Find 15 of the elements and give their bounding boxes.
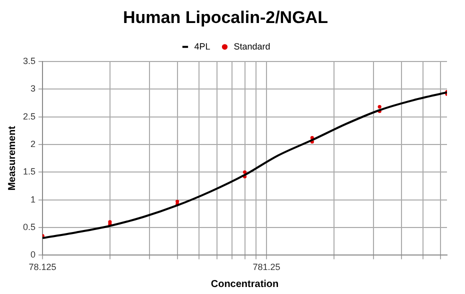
y-axis-title: Measurement bbox=[6, 125, 18, 191]
legend-label: 4PL bbox=[194, 41, 210, 52]
y-tick-label: 3.5 bbox=[22, 56, 36, 66]
y-tick-label: 0.5 bbox=[22, 222, 36, 232]
y-tick-label: 1.5 bbox=[22, 166, 36, 177]
x-axis-title: Concentration bbox=[210, 278, 279, 290]
y-tick-label: 3 bbox=[30, 84, 36, 94]
y-tick-label: 1 bbox=[30, 194, 36, 204]
x-tick-label: 781.25 bbox=[252, 262, 280, 272]
y-tick-label: 2.5 bbox=[22, 111, 36, 122]
legend-label: Standard bbox=[234, 41, 270, 52]
y-tick-label: 0 bbox=[30, 250, 36, 260]
y-tick-label: 2 bbox=[30, 138, 36, 149]
chart-title: Human Lipocalin-2/NGAL bbox=[123, 8, 328, 27]
x-tick-label: 78.125 bbox=[28, 262, 56, 272]
